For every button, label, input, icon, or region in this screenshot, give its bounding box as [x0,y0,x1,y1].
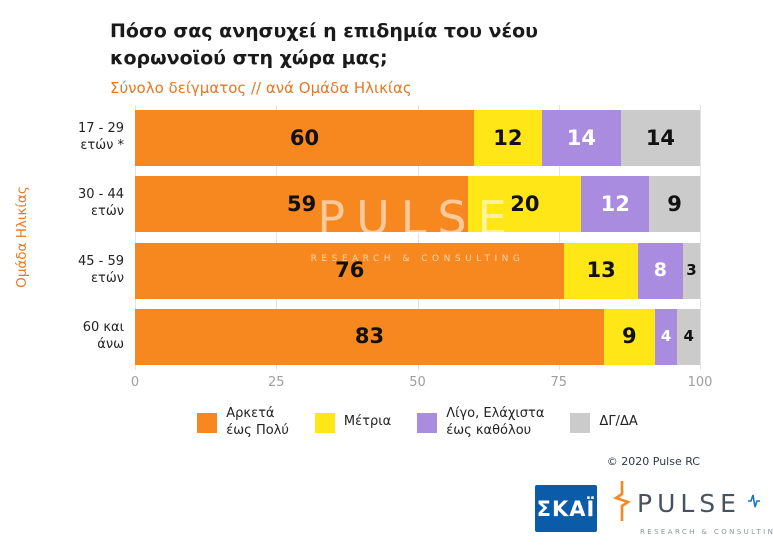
legend-label: Αρκετά έως Πολύ [226,406,289,438]
x-tick-label: 50 [409,375,426,390]
bar-row: 60 12 14 14 [135,105,700,171]
stacked-bar: 60 12 14 14 [135,110,700,167]
bar-value-label: 60 [289,125,320,150]
bar-value-label: 12 [493,125,523,150]
y-axis-category-labels: 17 - 29 ετών * 30 - 44 ετών 45 - 59 ετών 60 κα… [0,105,124,370]
bar-rows: 60 12 14 14 59 20 12 9 76 13 8 3 83 9 4 4 [135,105,700,370]
gridline [700,105,701,370]
bar-segment: 14 [620,110,700,167]
bar-segment: 4 [654,308,678,365]
gridline [417,105,419,370]
bar-value-label: 14 [645,125,676,150]
x-axis-tick-labels: 0 25 50 75 100 [131,375,713,393]
bar-value-label: 4 [660,327,672,346]
legend-item: ΔΓ/ΔΑ [570,412,638,433]
plot-area: 60 12 14 14 59 20 12 9 76 13 8 3 83 9 4 4 PULSE RESEARC… [135,105,701,370]
chart-title-line2: κορωνοϊού στη χώρα μας; [110,46,388,69]
x-tick-label: 25 [267,375,285,390]
legend-item: Λίγο, Ελάχιστα έως καθόλου [417,406,544,440]
bar-segment: 3 [683,242,700,299]
bar-row: 59 20 12 9 [135,171,700,237]
bar-segment: 8 [637,242,684,299]
stacked-bar: 76 13 8 3 [135,242,700,299]
bar-segment: 4 [677,308,700,365]
gridline [135,105,136,370]
bar-segment: 9 [603,308,655,365]
category-label: 17 - 29 ετών * [77,121,124,154]
skai-logo: ΣΚΑΪ [535,485,597,532]
category-label-row: 30 - 44 ετών [0,171,124,237]
category-label: 30 - 44 ετών [77,187,124,220]
bar-value-label: 9 [667,191,682,216]
bar-segment: 12 [474,110,542,167]
x-tick-label: 0 [130,375,140,390]
chart-subtitle: Σύνολο δείγματος // ανά Ομάδα Ηλικίας [110,79,412,97]
pulse-waveform-blue-icon [747,493,761,513]
bar-value-label: 8 [653,259,668,282]
bar-segment: 9 [649,176,700,233]
stacked-bar: 59 20 12 9 [135,176,700,233]
pulse-logo: PULSE RESEARCH & CONSULTING [613,481,773,536]
category-label: 45 - 59 ετών [77,253,124,286]
bar-value-label: 76 [335,258,365,283]
chart-legend: Αρκετά έως Πολύ Μέτρια Λίγο, Ελάχιστα έως κα… [135,406,700,440]
legend-item: Αρκετά έως Πολύ [197,406,289,440]
legend-label: Μέτρια [343,414,392,430]
legend-swatch [417,412,438,433]
category-label: 60 και άνω [82,319,124,352]
bar-segment: 83 [135,308,604,365]
bar-value-label: 20 [510,191,540,216]
category-label-row: 45 - 59 ετών [0,238,124,304]
bar-segment: 13 [564,242,638,299]
category-label-row: 17 - 29 ετών * [0,105,124,171]
bar-value-label: 12 [600,191,630,216]
legend-swatch [314,412,335,433]
bar-value-label: 14 [566,125,596,150]
gridline [558,105,560,370]
bar-value-label: 3 [686,261,697,280]
gridline [276,105,278,370]
bar-segment: 59 [135,176,469,233]
legend-swatch [570,412,591,433]
legend-item: Μέτρια [314,412,392,433]
bar-segment: 76 [135,242,565,299]
bar-segment: 12 [581,176,650,233]
bar-value-label: 83 [354,324,385,349]
bar-row: 76 13 8 3 [135,238,700,304]
chart-title: Πόσο σας ανησυχεί η επιδημία του νέου κο… [110,18,538,71]
x-tick-label: 100 [687,375,713,390]
stacked-bar: 83 9 4 4 [135,308,700,365]
bar-segment: 60 [135,110,474,167]
category-label-row: 60 και άνω [0,304,124,370]
bar-segment: 20 [468,176,582,233]
copyright-text: © 2020 Pulse RC [606,455,700,468]
pulse-heartbeat-icon [613,481,631,525]
bar-row: 83 9 4 4 [135,304,700,370]
legend-swatch [197,412,218,433]
bar-value-label: 13 [586,258,616,283]
footer-logos: ΣΚΑΪ PULSE RESEARCH & CONSULTING [535,481,773,536]
pulse-logo-text: PULSE [637,488,741,518]
pulse-logo-row: PULSE [613,481,773,525]
legend-label: Λίγο, Ελάχιστα έως καθόλου [446,406,545,438]
legend-label: ΔΓ/ΔΑ [599,414,638,430]
pulse-logo-subtext: RESEARCH & CONSULTING [640,528,773,536]
bar-value-label: 4 [683,327,694,346]
x-tick-label: 75 [550,375,568,390]
bar-segment: 14 [541,110,621,167]
bar-value-label: 9 [622,324,637,349]
bar-value-label: 59 [287,191,317,216]
chart-title-line1: Πόσο σας ανησυχεί η επιδημία του νέου [110,20,538,42]
